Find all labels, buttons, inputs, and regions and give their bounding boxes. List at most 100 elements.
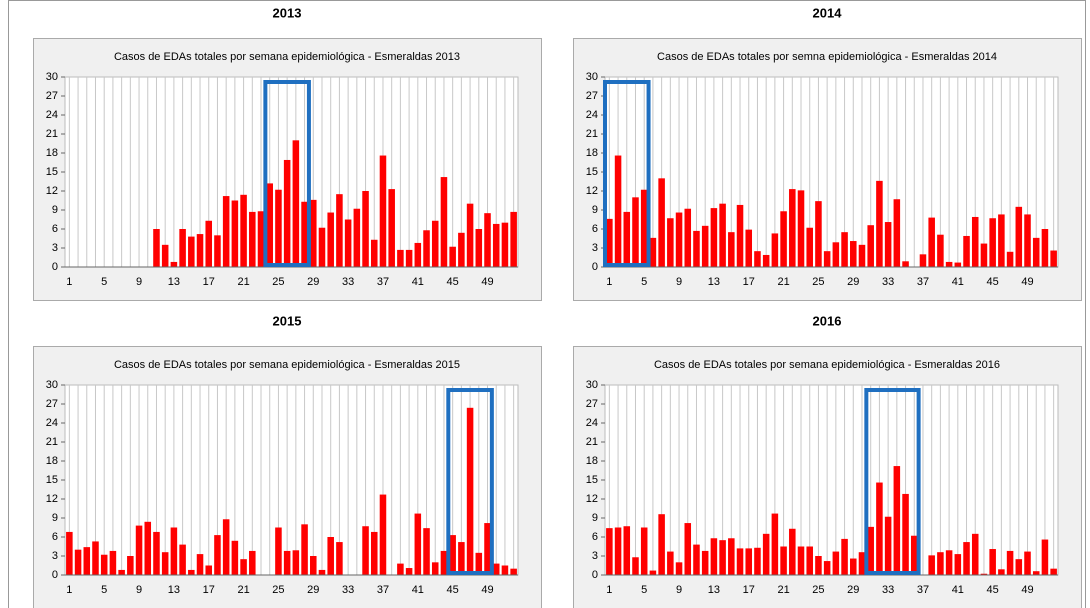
bar: [1024, 214, 1031, 267]
bar: [249, 550, 256, 575]
bar: [414, 242, 422, 267]
bar: [292, 550, 300, 575]
bar: [754, 547, 761, 575]
bar: [937, 234, 944, 267]
bar: [379, 155, 387, 267]
x-tick-label: 25: [812, 276, 824, 288]
x-tick-label: 1: [606, 584, 612, 596]
y-tick-label: 30: [46, 71, 58, 83]
bar: [501, 565, 509, 575]
bar: [458, 232, 465, 267]
bar: [397, 249, 404, 267]
y-tick-label: 12: [586, 185, 598, 197]
x-tick-label: 1: [606, 276, 612, 288]
bar: [153, 531, 160, 575]
highlight-box: [864, 388, 921, 575]
panel: 2014 Casos de EDAs totales por semna epid…: [573, 5, 1082, 301]
bar: [989, 218, 996, 267]
y-tick-label: 3: [592, 242, 598, 254]
plot-area: [64, 76, 519, 268]
bar: [214, 235, 221, 267]
bar: [701, 550, 709, 575]
bar: [736, 548, 744, 575]
bar: [806, 546, 813, 575]
bar: [945, 550, 953, 575]
bar: [762, 533, 770, 575]
bar: [728, 538, 735, 575]
y-tick-label: 0: [52, 261, 58, 273]
x-tick-label: 29: [847, 276, 859, 288]
bar: [971, 216, 979, 267]
bar: [980, 573, 988, 575]
panel-title: 2016: [813, 313, 842, 328]
bar: [109, 550, 117, 575]
x-tick-label: 41: [952, 584, 964, 596]
x-tick-label: 21: [777, 276, 789, 288]
bar: [623, 211, 631, 267]
x-tick-label: 17: [203, 584, 215, 596]
panel: 2016 Casos de EDAs totales por semana epi…: [573, 313, 1082, 608]
x-tick-label: 25: [272, 584, 284, 596]
bar: [1050, 568, 1057, 575]
y-tick-label: 21: [586, 128, 598, 140]
panel-title: 2014: [813, 5, 843, 20]
bar: [789, 528, 796, 575]
y-tick-label: 6: [52, 531, 58, 543]
bar: [510, 211, 517, 267]
bar: [362, 191, 369, 267]
bar: [1041, 539, 1049, 575]
y-tick-label: 0: [592, 261, 598, 273]
bar: [336, 194, 343, 267]
bar: [902, 261, 909, 267]
x-tick-label: 21: [237, 584, 249, 596]
plot-area: [604, 384, 1059, 576]
bar: [658, 514, 665, 575]
y-tick-label: 18: [586, 147, 598, 159]
y-tick-label: 3: [52, 242, 58, 254]
y-tick-label: 21: [46, 436, 58, 448]
x-tick-label: 41: [412, 276, 424, 288]
x-tick-label: 9: [676, 584, 682, 596]
bar: [353, 208, 361, 267]
bar: [780, 546, 787, 575]
bar: [214, 535, 221, 575]
bar: [614, 155, 622, 267]
bar: [170, 261, 178, 267]
bar: [170, 527, 178, 575]
x-tick-label: 1: [66, 276, 72, 288]
bar: [806, 227, 813, 267]
x-tick-label: 49: [481, 584, 493, 596]
bar: [902, 493, 909, 575]
bar: [1015, 206, 1023, 267]
bar: [484, 213, 491, 267]
bar: [179, 229, 186, 267]
x-tick-label: 25: [272, 276, 284, 288]
bar: [492, 223, 500, 267]
bar: [231, 540, 239, 575]
y-tick-label: 6: [592, 531, 598, 543]
x-tick-label: 33: [342, 276, 354, 288]
bar: [771, 513, 779, 575]
bar: [832, 551, 840, 575]
bar: [405, 568, 413, 575]
y-tick-label: 9: [592, 512, 598, 524]
bar: [850, 558, 857, 575]
bar: [928, 555, 935, 575]
bar: [310, 556, 317, 575]
bar: [405, 249, 413, 267]
bar: [876, 482, 883, 575]
bar: [701, 225, 709, 267]
bar: [301, 201, 308, 267]
bar: [684, 208, 692, 267]
bar: [135, 525, 143, 575]
y-tick-label: 24: [586, 417, 598, 429]
y-tick-label: 12: [46, 185, 58, 197]
y-tick-label: 12: [46, 493, 58, 505]
y-tick-label: 24: [586, 109, 598, 121]
bar: [632, 557, 639, 575]
bar: [649, 237, 657, 267]
bar: [893, 199, 901, 267]
bar: [153, 229, 160, 267]
y-tick-label: 30: [586, 379, 598, 391]
bar: [310, 199, 317, 267]
